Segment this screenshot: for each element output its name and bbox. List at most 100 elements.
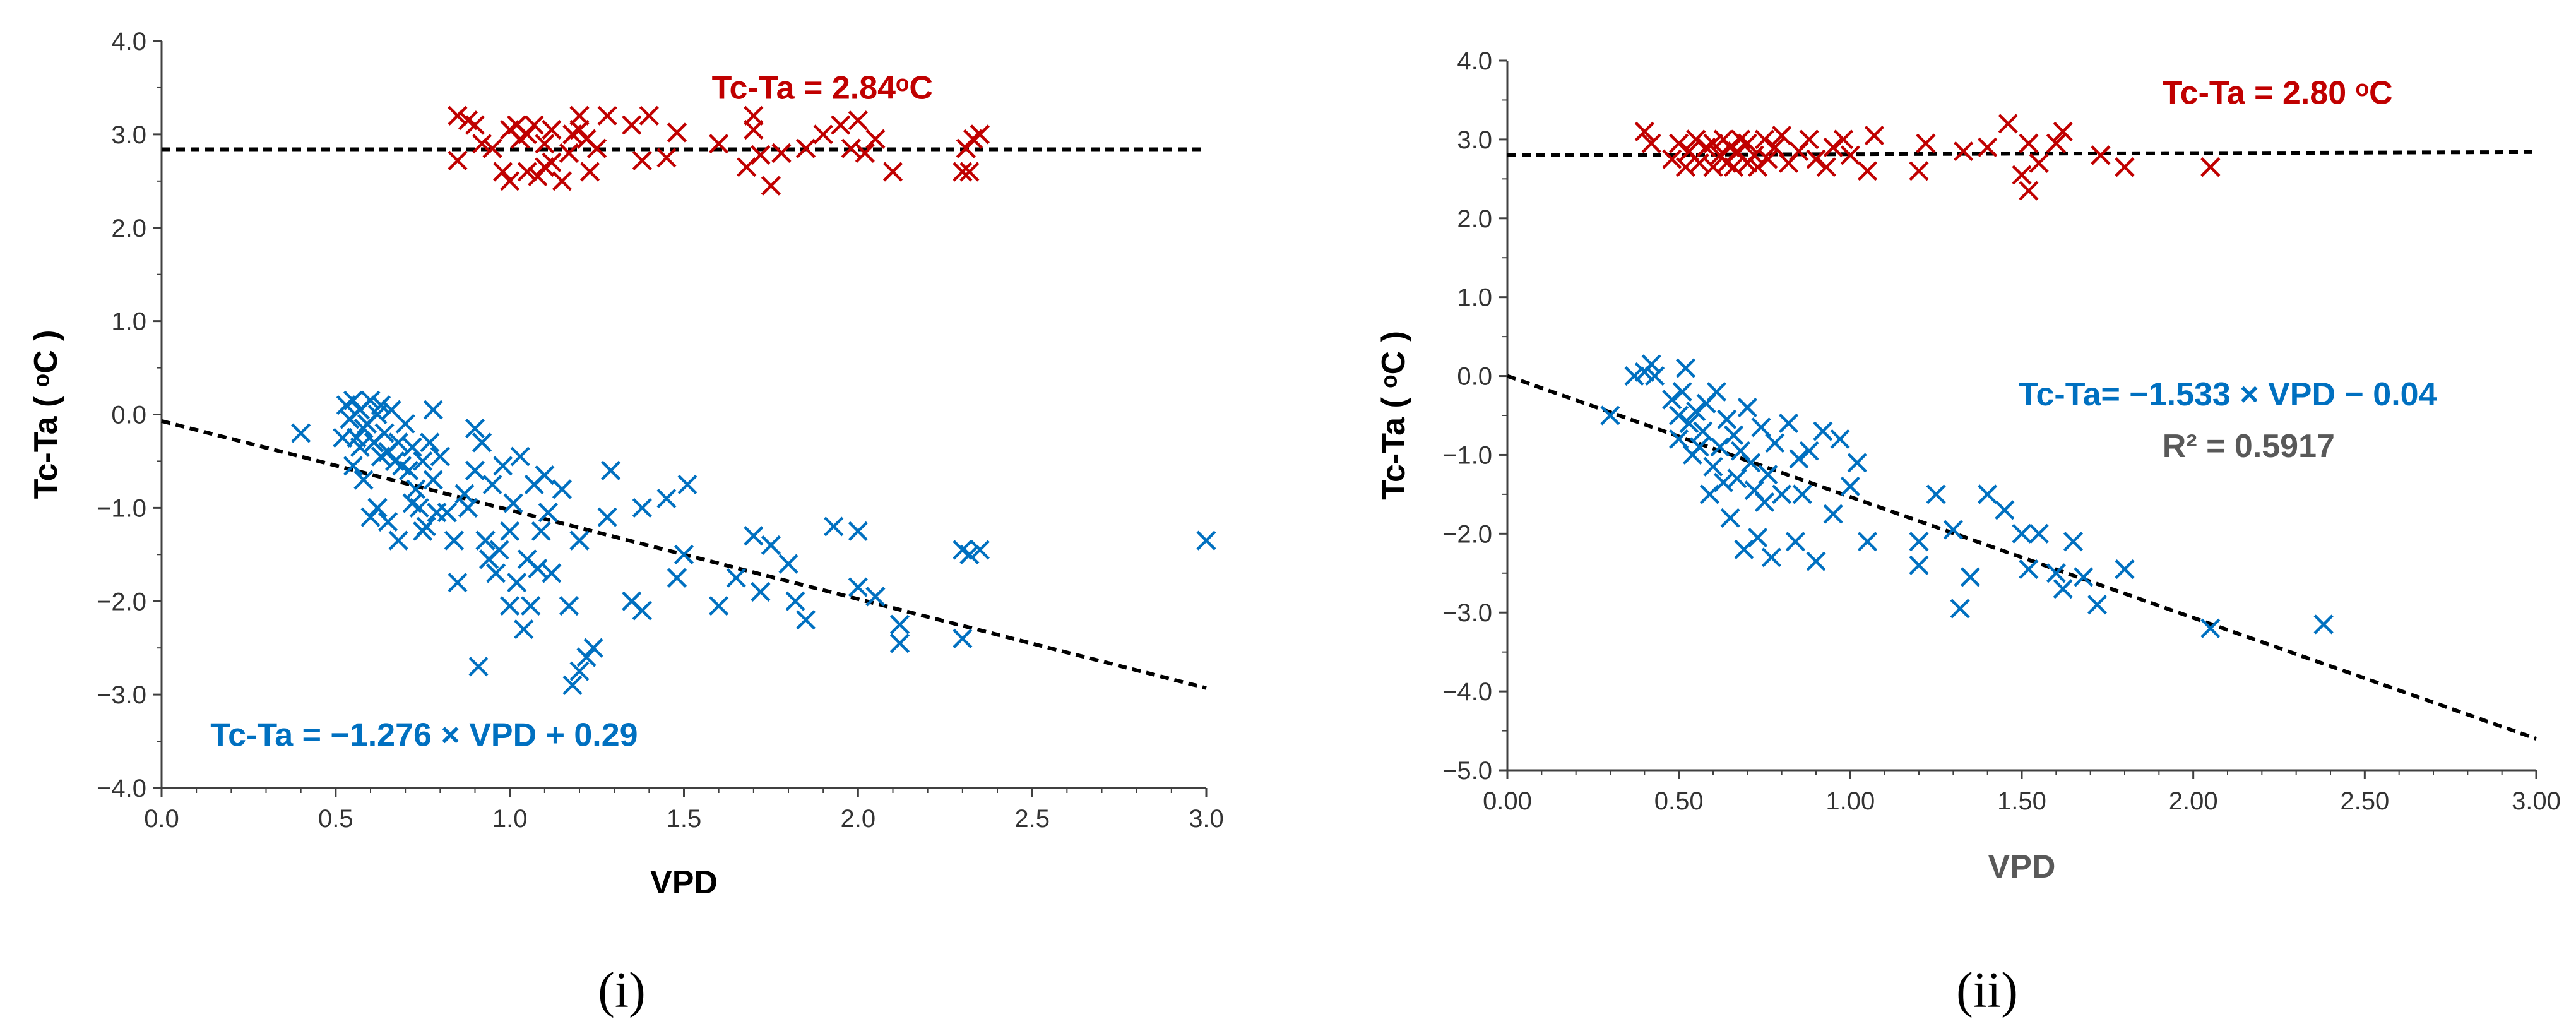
data-point	[1943, 520, 1963, 540]
r-squared-label: R² = 0.5917	[2163, 428, 2335, 465]
data-point	[1806, 149, 1826, 169]
data-point	[552, 171, 573, 191]
data-point	[1813, 421, 1833, 441]
data-point	[865, 129, 886, 149]
data-point	[1645, 366, 1665, 386]
data-point	[889, 633, 910, 653]
data-point	[841, 138, 861, 158]
panel-label: (ii)	[1956, 963, 2018, 1018]
data-point	[472, 432, 492, 453]
data-point	[1751, 417, 1771, 438]
data-point	[482, 474, 502, 494]
y-tick-label: −4.0	[97, 775, 146, 802]
y-tick-label: 4.0	[1457, 47, 1492, 75]
data-point	[291, 423, 311, 443]
upper-limit-line	[1507, 150, 2537, 157]
x-tick-label: 0.50	[1654, 787, 1704, 815]
data-point	[813, 124, 833, 145]
data-point	[1778, 413, 1799, 434]
data-point	[1772, 126, 1792, 146]
data-point	[472, 134, 492, 154]
y-tick-label: 1.0	[111, 308, 146, 336]
data-point	[1703, 456, 1723, 477]
data-point	[569, 119, 590, 140]
data-point	[1840, 476, 1860, 496]
y-tick-label: −2.0	[97, 588, 146, 616]
data-point	[468, 657, 489, 677]
data-point	[1196, 530, 1216, 551]
data-point	[2074, 567, 2094, 587]
y-tick-label: −3.0	[97, 681, 146, 709]
data-point	[2012, 165, 2032, 185]
data-point	[1748, 527, 1768, 548]
x-tick-label: 2.5	[1014, 805, 1050, 833]
data-point	[2200, 618, 2221, 638]
data-point	[1686, 129, 1706, 150]
data-point	[482, 138, 502, 158]
data-point	[1741, 453, 1761, 473]
data-point	[1717, 409, 1737, 429]
data-point	[1689, 153, 1709, 173]
x-tick-label: 2.0	[841, 805, 876, 833]
data-point	[1857, 161, 1878, 181]
data-point	[1754, 492, 1775, 512]
data-point	[448, 150, 468, 170]
y-tick-label: 3.0	[111, 121, 146, 149]
data-point	[785, 591, 805, 611]
data-point	[1823, 504, 1843, 524]
data-point	[1669, 133, 1689, 153]
data-point	[500, 171, 520, 191]
data-point	[367, 498, 388, 518]
data-point	[601, 460, 621, 480]
data-point	[542, 563, 562, 583]
data-point	[1672, 381, 1692, 402]
data-point	[542, 119, 562, 140]
y-tick-label: 1.0	[1457, 284, 1492, 312]
data-point	[1998, 114, 2018, 134]
data-point	[458, 498, 478, 518]
data-point	[1761, 547, 1781, 568]
data-point	[778, 554, 798, 574]
data-point	[2087, 595, 2108, 615]
data-point	[1792, 484, 1812, 504]
data-point	[465, 460, 485, 480]
data-point	[771, 143, 792, 164]
data-point	[1799, 129, 1819, 150]
x-axis-title: VPD	[1988, 849, 2056, 885]
data-point	[1634, 121, 1654, 141]
data-point	[374, 423, 395, 443]
data-point	[448, 573, 468, 593]
data-point	[576, 647, 597, 667]
data-point	[1823, 137, 1843, 157]
data-point	[882, 162, 903, 182]
data-point	[503, 493, 523, 513]
data-point	[343, 456, 364, 476]
data-point	[569, 530, 590, 551]
data-point	[1600, 405, 1620, 426]
data-point	[500, 521, 520, 541]
data-point	[430, 446, 450, 467]
data-point	[1909, 532, 1929, 552]
data-point	[1954, 141, 1974, 162]
data-point	[1727, 468, 1747, 489]
data-point	[2200, 157, 2221, 177]
data-point	[1758, 465, 1778, 485]
data-point	[889, 614, 910, 635]
data-point	[579, 162, 600, 182]
data-point	[413, 451, 433, 472]
data-point	[388, 432, 408, 453]
data-point	[1926, 484, 1946, 504]
y-tick-label: 4.0	[111, 28, 146, 56]
data-point	[569, 105, 590, 126]
data-point	[848, 110, 868, 131]
data-point	[656, 488, 677, 509]
data-point	[1662, 390, 1682, 410]
data-point	[632, 150, 652, 170]
y-tick-label: −1.0	[97, 494, 146, 522]
data-point	[1789, 449, 1809, 469]
series-lower-baseline	[291, 390, 1216, 695]
data-point	[667, 122, 687, 143]
data-point	[562, 675, 583, 695]
data-point	[1830, 429, 1850, 450]
data-point	[622, 115, 642, 135]
